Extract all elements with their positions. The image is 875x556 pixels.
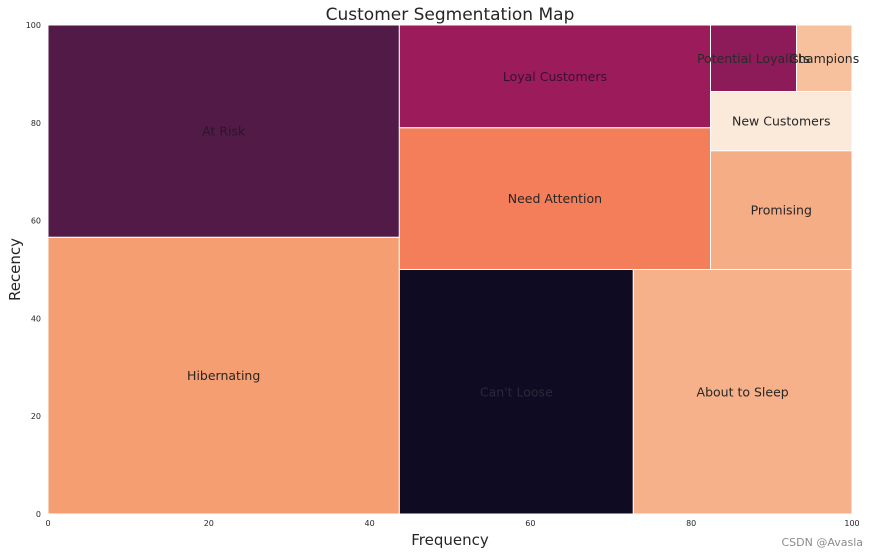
segment-loyal-customers: [398, 24, 711, 129]
x-tick-label: 60: [525, 519, 535, 528]
segment-label-hibernating: Hibernating: [187, 368, 260, 383]
y-tick-label: 0: [36, 510, 41, 519]
segment-at-risk: [47, 24, 400, 238]
segment-new-customers: [709, 91, 853, 152]
segment-potential-loyalists: [709, 24, 798, 93]
segment-label-loyal-customers: Loyal Customers: [503, 69, 607, 84]
x-tick-label: 100: [844, 519, 859, 528]
segment-label-promising: Promising: [751, 203, 812, 218]
segment-promising: [709, 150, 853, 271]
segment-need-attention: [398, 127, 711, 270]
y-axis-ticks: 0 20 40 60 80 100: [26, 21, 41, 519]
x-tick-label: 80: [686, 519, 696, 528]
segment-label-potential-loyalists: Potential Loyalists: [697, 51, 810, 66]
x-axis-label: Frequency: [411, 531, 489, 549]
segment-label-about-to-sleep: About to Sleep: [697, 384, 789, 399]
segment-champions: [796, 24, 853, 93]
y-tick-label: 60: [31, 217, 41, 226]
x-tick-label: 20: [204, 519, 214, 528]
segment-label-new-customers: New Customers: [732, 114, 830, 129]
y-tick-label: 80: [31, 119, 41, 128]
segment-label-at-risk: At Risk: [202, 124, 246, 139]
y-tick-label: 20: [31, 412, 41, 421]
x-tick-label: 40: [365, 519, 375, 528]
y-axis-label: Recency: [6, 238, 24, 301]
segment-hibernating: [47, 236, 400, 515]
watermark: CSDN @Avasla: [781, 536, 863, 549]
segment-label-champions: Champions: [789, 51, 859, 66]
segment-about-to-sleep: [632, 269, 853, 515]
x-tick-label: 0: [45, 519, 50, 528]
chart-title: Customer Segmentation Map: [326, 5, 575, 25]
x-axis-ticks: 0 20 40 60 80 100: [45, 519, 859, 528]
y-tick-label: 40: [31, 314, 41, 323]
segment-label-can-t-loose: Can't Loose: [480, 384, 553, 399]
segment-label-need-attention: Need Attention: [508, 191, 602, 206]
y-tick-label: 100: [26, 21, 41, 30]
segments-group: Hibernating At Risk Can't Loose About to Sl…: [47, 24, 859, 515]
